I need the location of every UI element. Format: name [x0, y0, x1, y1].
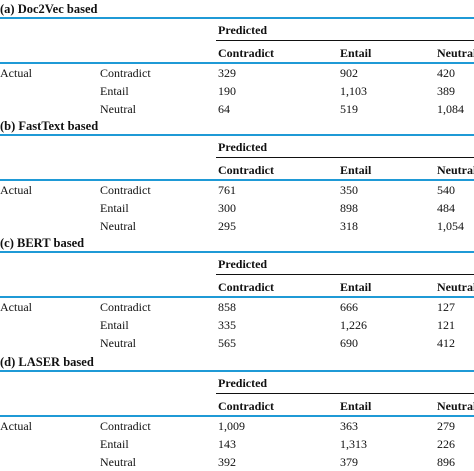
table-cell: 64: [218, 102, 230, 116]
table-section-d: (d) LASER based Predicted Contradict Ent…: [0, 353, 474, 471]
section-top-rule: [0, 17, 474, 19]
table-cell: 1,009: [218, 419, 245, 433]
table-cell: 1,313: [340, 437, 367, 451]
table-cell: 295: [218, 219, 236, 233]
table-cell: 1,054: [437, 219, 464, 233]
header-rule: [0, 179, 474, 181]
table-section-a: (a) Doc2Vec based Predicted Contradict E…: [0, 0, 474, 118]
predicted-label: Predicted: [218, 376, 268, 390]
column-header-contradict: Contradict: [218, 163, 274, 177]
predicted-rule: [216, 393, 474, 394]
table-cell: 279: [437, 419, 455, 433]
row-label-contradict: Contradict: [100, 66, 151, 80]
actual-label: Actual: [0, 300, 32, 314]
predicted-label: Predicted: [218, 257, 268, 271]
column-header-neutral: Neutral: [437, 280, 474, 294]
table-section-b: (b) FastText based Predicted Contradict …: [0, 117, 474, 235]
predicted-rule: [216, 157, 474, 158]
section-top-rule: [0, 251, 474, 253]
table-cell: 379: [340, 455, 358, 469]
row-label-neutral: Neutral: [100, 219, 136, 233]
section-title: (b) FastText based: [0, 119, 99, 133]
table-cell: 300: [218, 201, 236, 215]
table-cell: 858: [218, 300, 236, 314]
table-cell: 363: [340, 419, 358, 433]
predicted-label: Predicted: [218, 23, 268, 37]
table-cell: 666: [340, 300, 358, 314]
row-label-neutral: Neutral: [100, 102, 136, 116]
table-cell: 350: [340, 183, 358, 197]
header-rule: [0, 62, 474, 64]
row-label-entail: Entail: [100, 84, 129, 98]
row-label-neutral: Neutral: [100, 455, 136, 469]
table-section-c: (c) BERT based Predicted Contradict Enta…: [0, 234, 474, 352]
table-cell: 226: [437, 437, 455, 451]
table-cell: 898: [340, 201, 358, 215]
table-cell: 896: [437, 455, 455, 469]
table-cell: 392: [218, 455, 236, 469]
row-label-entail: Entail: [100, 437, 129, 451]
header-rule: [0, 415, 474, 417]
column-header-neutral: Neutral: [437, 399, 474, 413]
section-top-rule: [0, 134, 474, 136]
table-cell: 389: [437, 84, 455, 98]
table-cell: 902: [340, 66, 358, 80]
row-label-neutral: Neutral: [100, 336, 136, 350]
table-cell: 143: [218, 437, 236, 451]
table-cell: 565: [218, 336, 236, 350]
row-label-contradict: Contradict: [100, 419, 151, 433]
section-title: (a) Doc2Vec based: [0, 2, 98, 16]
section-title: (c) BERT based: [0, 236, 85, 250]
table-cell: 761: [218, 183, 236, 197]
table-cell: 121: [437, 318, 455, 332]
table-cell: 412: [437, 336, 455, 350]
actual-label: Actual: [0, 183, 32, 197]
column-header-neutral: Neutral: [437, 163, 474, 177]
table-cell: 127: [437, 300, 455, 314]
column-header-contradict: Contradict: [218, 280, 274, 294]
actual-label: Actual: [0, 66, 32, 80]
row-label-contradict: Contradict: [100, 183, 151, 197]
actual-label: Actual: [0, 419, 32, 433]
table-cell: 519: [340, 102, 358, 116]
header-rule: [0, 296, 474, 298]
predicted-rule: [216, 40, 474, 41]
row-label-entail: Entail: [100, 318, 129, 332]
column-header-entail: Entail: [340, 280, 372, 294]
column-header-contradict: Contradict: [218, 399, 274, 413]
table-cell: 420: [437, 66, 455, 80]
predicted-label: Predicted: [218, 140, 268, 154]
table-cell: 318: [340, 219, 358, 233]
predicted-rule: [216, 274, 474, 275]
table-cell: 1,103: [340, 84, 367, 98]
table-cell: 690: [340, 336, 358, 350]
table-cell: 484: [437, 201, 455, 215]
column-header-neutral: Neutral: [437, 46, 474, 60]
table-cell: 335: [218, 318, 236, 332]
table-cell: 540: [437, 183, 455, 197]
section-title: (d) LASER based: [0, 355, 94, 369]
column-header-entail: Entail: [340, 163, 372, 177]
table-cell: 1,084: [437, 102, 464, 116]
section-top-rule: [0, 370, 474, 372]
row-label-contradict: Contradict: [100, 300, 151, 314]
row-label-entail: Entail: [100, 201, 129, 215]
table-cell: 190: [218, 84, 236, 98]
column-header-entail: Entail: [340, 399, 372, 413]
column-header-contradict: Contradict: [218, 46, 274, 60]
table-cell: 1,226: [340, 318, 367, 332]
column-header-entail: Entail: [340, 46, 372, 60]
table-cell: 329: [218, 66, 236, 80]
